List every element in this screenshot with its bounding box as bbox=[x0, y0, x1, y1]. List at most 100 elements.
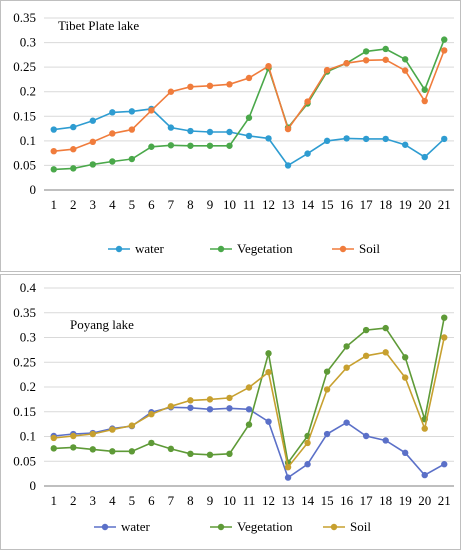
data-point-vegetation bbox=[128, 448, 136, 455]
chart-svg-poyang: 00.050.10.150.20.250.30.350.41 2 3 4 5 6 7 8 9 10… bbox=[0, 274, 461, 550]
data-point-soil bbox=[70, 146, 77, 153]
data-point-water bbox=[421, 153, 428, 161]
data-point-vegetation bbox=[70, 165, 77, 172]
y-tick-label: 0 bbox=[30, 478, 37, 493]
data-point-vegetation bbox=[109, 158, 116, 165]
x-tick-label: 4 bbox=[109, 493, 116, 508]
data-point-vegetation bbox=[441, 314, 448, 321]
x-tick-label: 3 bbox=[90, 197, 97, 212]
data-point-water bbox=[343, 135, 350, 142]
y-tick-label: 0.3 bbox=[20, 330, 36, 345]
x-tick-label: 15 bbox=[321, 493, 334, 508]
data-point-vegetation bbox=[128, 155, 136, 163]
data-point-water bbox=[304, 150, 311, 157]
data-point-soil bbox=[226, 394, 233, 402]
data-point-vegetation bbox=[89, 446, 97, 453]
data-point-water bbox=[441, 461, 448, 468]
y-tick-label: 0.3 bbox=[20, 35, 36, 50]
data-point-soil bbox=[401, 67, 409, 74]
x-tick-label: 5 bbox=[129, 493, 136, 508]
data-point-soil bbox=[89, 430, 97, 438]
x-tick-label: 5 bbox=[129, 197, 136, 212]
data-point-soil bbox=[128, 422, 136, 429]
legend-label-water: water bbox=[121, 519, 151, 534]
data-point-soil bbox=[362, 352, 370, 360]
x-tick-label: 21 bbox=[438, 493, 451, 508]
data-point-soil bbox=[265, 62, 272, 70]
data-point-vegetation bbox=[109, 448, 116, 455]
data-point-water bbox=[284, 474, 292, 481]
data-point-water bbox=[226, 128, 233, 136]
x-tick-label: 1 bbox=[51, 197, 58, 212]
data-point-soil bbox=[206, 396, 214, 403]
data-point-soil bbox=[167, 88, 175, 95]
x-tick-label: 8 bbox=[187, 197, 194, 212]
x-tick-label: 7 bbox=[168, 197, 175, 212]
data-point-vegetation bbox=[323, 368, 331, 375]
data-point-water bbox=[382, 437, 389, 444]
data-point-water bbox=[401, 141, 409, 148]
data-point-soil bbox=[441, 47, 448, 54]
y-tick-label: 0 bbox=[30, 182, 37, 197]
data-point-water bbox=[362, 432, 370, 440]
x-tick-label: 11 bbox=[243, 197, 256, 212]
data-point-soil bbox=[128, 126, 136, 133]
y-tick-label: 0.25 bbox=[13, 59, 36, 74]
x-tick-label: 2 bbox=[70, 493, 77, 508]
y-tick-label: 0.2 bbox=[20, 379, 36, 394]
data-point-soil bbox=[226, 81, 233, 88]
x-tick-label: 19 bbox=[399, 197, 412, 212]
x-tick-label: 18 bbox=[379, 197, 392, 212]
data-point-vegetation bbox=[187, 450, 194, 458]
data-point-water bbox=[265, 418, 272, 425]
data-point-water bbox=[401, 449, 409, 457]
data-point-soil bbox=[284, 463, 292, 471]
data-point-water bbox=[50, 126, 57, 133]
x-tick-label: 20 bbox=[418, 493, 431, 508]
data-point-water bbox=[245, 406, 253, 413]
y-tick-label: 0.35 bbox=[13, 305, 36, 320]
x-tick-label: 10 bbox=[223, 197, 236, 212]
x-tick-label: 16 bbox=[340, 197, 354, 212]
x-tick-label: 12 bbox=[262, 197, 275, 212]
data-point-water bbox=[362, 135, 370, 143]
data-point-water bbox=[265, 135, 272, 142]
data-point-soil bbox=[245, 384, 253, 391]
chart-poyang-lake: 0 0.05 0.1 0.15 0.2 0.25 0.3 0.35 0.4 1 2 3 4 5 6 7 8 9 10… bbox=[0, 274, 461, 550]
legend-marker-soil bbox=[339, 245, 347, 253]
data-point-vegetation bbox=[70, 444, 77, 451]
data-point-soil bbox=[382, 56, 389, 63]
legend-marker-water bbox=[115, 245, 123, 253]
data-point-soil bbox=[304, 98, 311, 105]
chart-title: Poyang lake bbox=[70, 317, 134, 332]
data-point-vegetation bbox=[401, 354, 409, 361]
data-point-water bbox=[167, 124, 175, 131]
chart-svg-tibet: 00.050.10.150.20.250.30.351 2 3 4 5 6 7 8 9 10 11 1… bbox=[0, 0, 461, 272]
data-point-vegetation bbox=[265, 350, 272, 357]
x-tick-label: 2 bbox=[70, 197, 77, 212]
x-tick-label: 6 bbox=[148, 197, 155, 212]
data-point-water bbox=[206, 128, 214, 136]
y-tick-label: 0.4 bbox=[20, 280, 37, 295]
data-point-soil bbox=[265, 368, 272, 376]
data-point-soil bbox=[50, 147, 57, 155]
data-point-vegetation bbox=[206, 451, 214, 459]
legend-label-soil: Soil bbox=[359, 241, 380, 256]
data-point-soil bbox=[206, 82, 214, 90]
y-tick-label: 0.1 bbox=[20, 429, 36, 444]
data-point-soil bbox=[421, 425, 428, 432]
x-tick-label: 6 bbox=[148, 493, 155, 508]
x-tick-label: 13 bbox=[282, 493, 295, 508]
data-point-vegetation bbox=[362, 48, 370, 55]
data-point-vegetation bbox=[50, 166, 57, 173]
data-point-vegetation bbox=[245, 421, 253, 428]
data-point-soil bbox=[50, 434, 57, 442]
data-point-water bbox=[284, 162, 292, 169]
legend-marker-vegetation bbox=[217, 245, 225, 253]
data-point-water bbox=[304, 461, 311, 468]
series-line-soil bbox=[53, 337, 445, 470]
data-point-water bbox=[128, 108, 136, 115]
data-point-soil bbox=[401, 374, 409, 381]
x-tick-label: 20 bbox=[418, 197, 431, 212]
y-tick-label: 0.05 bbox=[13, 157, 36, 172]
